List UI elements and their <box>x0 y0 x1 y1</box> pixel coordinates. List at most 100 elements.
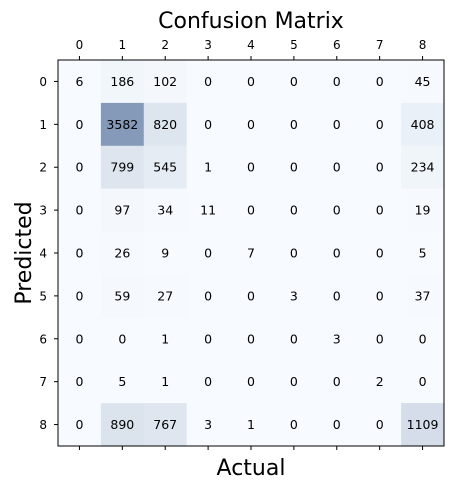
cell-value-label: 26 <box>114 246 130 261</box>
heatmap-cell <box>143 102 188 147</box>
cell-value-label: 0 <box>290 331 298 346</box>
cell-value-label: 34 <box>157 203 173 218</box>
heatmap-cell <box>186 403 231 447</box>
heatmap-cell <box>143 403 188 447</box>
heatmap-cell <box>358 102 402 147</box>
heatmap-cell <box>315 145 359 190</box>
heatmap-cell <box>272 60 316 104</box>
cell-value-label: 5 <box>118 374 126 389</box>
cell-value-label: 0 <box>290 374 298 389</box>
heatmap-cell <box>58 60 102 104</box>
cell-value-label: 545 <box>153 160 177 175</box>
heatmap-cell <box>315 360 359 404</box>
heatmap-cell <box>358 360 402 404</box>
heatmap-cell <box>272 188 316 233</box>
heatmap-cell <box>315 317 359 361</box>
y-tick-label: 6 <box>39 332 47 346</box>
heatmap-cell <box>272 231 316 275</box>
heatmap-cell <box>401 317 445 361</box>
cell-value-label: 0 <box>204 288 212 303</box>
heatmap-cell <box>315 60 359 104</box>
heatmap-cell <box>186 360 231 404</box>
heatmap-cell <box>229 60 273 104</box>
heatmap-cell <box>100 317 145 361</box>
cell-value-label: 0 <box>204 74 212 89</box>
cell-value-label: 0 <box>376 331 384 346</box>
cell-value-label: 0 <box>75 288 83 303</box>
cell-value-label: 0 <box>290 417 298 432</box>
heatmap-cell <box>58 274 102 318</box>
heatmap-cell <box>358 274 402 318</box>
heatmap-cell <box>401 60 445 104</box>
cell-value-label: 0 <box>419 374 427 389</box>
y-tick-label: 0 <box>39 75 47 89</box>
heatmap-cell <box>100 360 145 404</box>
cell-value-label: 0 <box>247 160 255 175</box>
cell-value-label: 0 <box>204 246 212 261</box>
cell-value-label: 0 <box>333 203 341 218</box>
cell-value-label: 0 <box>118 331 126 346</box>
cell-value-label: 97 <box>114 203 130 218</box>
cell-value-label: 0 <box>290 246 298 261</box>
heatmap-cell <box>401 102 445 147</box>
cell-value-label: 0 <box>290 160 298 175</box>
heatmap-cell <box>401 188 445 233</box>
cell-value-label: 0 <box>333 160 341 175</box>
cell-value-label: 0 <box>376 117 384 132</box>
x-tick-label: 2 <box>161 38 169 52</box>
cell-value-label: 0 <box>333 374 341 389</box>
heatmap-cell <box>143 231 188 275</box>
heatmap-cell <box>272 403 316 447</box>
cell-value-label: 3 <box>290 288 298 303</box>
cell-value-label: 0 <box>333 417 341 432</box>
heatmap-cell <box>100 102 145 147</box>
cell-value-label: 0 <box>376 74 384 89</box>
heatmap-cell <box>58 231 102 275</box>
cell-value-label: 0 <box>333 288 341 303</box>
x-axis-top-ticks: 0 1 2 3 4 5 6 7 8 <box>76 38 427 60</box>
cell-value-label: 27 <box>157 288 173 303</box>
cell-value-label: 0 <box>290 74 298 89</box>
heatmap-cell <box>229 145 273 190</box>
heatmap-cell <box>229 188 273 233</box>
cell-value-label: 9 <box>161 246 169 261</box>
cell-value-label: 1109 <box>407 417 439 432</box>
cell-value-label: 0 <box>247 374 255 389</box>
heatmap-cells <box>58 60 445 447</box>
heatmap-cell <box>100 60 145 104</box>
cell-value-label: 19 <box>415 203 431 218</box>
cell-value-label: 59 <box>114 288 130 303</box>
y-tick-label: 8 <box>39 418 47 432</box>
heatmap-cell <box>315 102 359 147</box>
cell-value-label: 0 <box>75 331 83 346</box>
heatmap-cell <box>143 145 188 190</box>
cell-value-label: 7 <box>247 246 255 261</box>
heatmap-cell <box>100 188 145 233</box>
cell-value-label: 820 <box>153 117 177 132</box>
heatmap-cell <box>272 145 316 190</box>
cell-value-label: 0 <box>376 417 384 432</box>
cell-value-label: 0 <box>75 160 83 175</box>
x-tick-label: 7 <box>376 38 384 52</box>
cell-value-label: 2 <box>376 374 384 389</box>
cell-value-label: 0 <box>247 117 255 132</box>
heatmap-cell <box>186 145 231 190</box>
heatmap-cell <box>229 403 273 447</box>
x-tick-label: 5 <box>290 38 298 52</box>
heatmap-cell <box>229 274 273 318</box>
cell-value-label: 767 <box>153 417 177 432</box>
y-tick-label: 3 <box>39 204 47 218</box>
heatmap-cell <box>272 102 316 147</box>
cell-value-label: 0 <box>247 203 255 218</box>
cell-value-label: 0 <box>376 246 384 261</box>
heatmap-cell <box>58 145 102 190</box>
heatmap-cell <box>358 317 402 361</box>
heatmap-cell <box>100 145 145 190</box>
cell-value-label: 0 <box>204 374 212 389</box>
cell-value-label: 1 <box>247 417 255 432</box>
x-tick-label: 8 <box>419 38 427 52</box>
cell-value-label: 3 <box>204 417 212 432</box>
cell-value-label: 890 <box>110 417 134 432</box>
